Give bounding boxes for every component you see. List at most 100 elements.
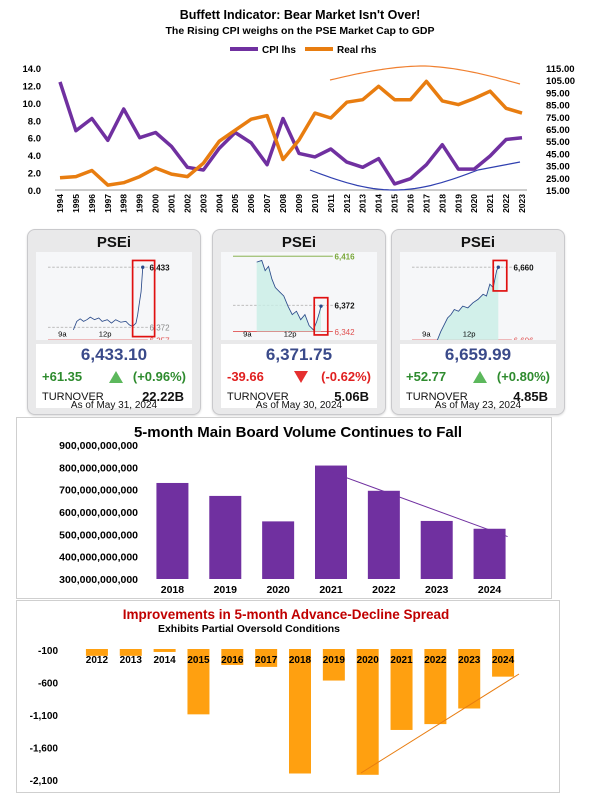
right-tick-label: 65.00 <box>546 125 570 136</box>
x-tick-label: 2018 <box>437 194 447 213</box>
x-tick-label: 2009 <box>294 194 304 213</box>
reference-label: 6,372 <box>150 324 171 333</box>
y-tick-label: 400,000,000,000 <box>59 552 138 564</box>
change-value: +61.35 <box>42 369 83 384</box>
x-tick-label: 2022 <box>501 194 511 213</box>
x-tick-label: 2015 <box>390 194 400 213</box>
y-tick-label: 900,000,000,000 <box>59 440 138 452</box>
adv-decline-bar-chart: Improvements in 5-month Advance-Decline … <box>30 607 520 787</box>
x-label-12p: 12p <box>284 330 297 339</box>
last-price-dot <box>496 265 500 269</box>
left-tick-label: 2.0 <box>28 169 41 180</box>
reference-label: 6,342 <box>335 328 356 337</box>
change-percent: (+0.80%) <box>496 369 550 384</box>
y-tick-label: -100 <box>38 646 58 657</box>
spread-bar <box>424 649 447 725</box>
reference-label: 6,606 <box>514 336 535 340</box>
volume-bar-chart: 5-month Main Board Volume Continues to F… <box>59 424 508 596</box>
right-tick-label: 15.00 <box>546 186 570 197</box>
x-label-9a: 9a <box>422 330 431 339</box>
turnover-label: TURNOVER <box>406 391 468 403</box>
left-tick-label: 8.0 <box>28 116 41 127</box>
spread-bar <box>119 649 142 656</box>
x-tick-label: 2012 <box>86 655 109 666</box>
left-tick-label: 4.0 <box>28 151 41 162</box>
volume-bar <box>420 520 453 579</box>
intraday-area <box>256 260 321 332</box>
x-tick-label: 2007 <box>262 194 272 213</box>
chart4-subtitle: Exhibits Partial Oversold Conditions <box>158 623 340 635</box>
x-tick-label: 2021 <box>319 584 343 596</box>
x-label-12p: 12p <box>99 330 112 339</box>
reference-label: 6,433 <box>150 264 171 273</box>
x-tick-label: 2010 <box>310 194 320 213</box>
turnover-label: TURNOVER <box>42 391 104 403</box>
y-tick-label: 300,000,000,000 <box>59 574 138 586</box>
spread-bar <box>221 649 244 665</box>
volume-bar <box>262 521 295 579</box>
x-tick-label: 2011 <box>326 194 336 213</box>
spread-bar <box>458 649 481 709</box>
x-tick-label: 2024 <box>492 655 515 666</box>
turnover-row: TURNOVER 5.06B <box>221 386 377 408</box>
right-tick-label: 115.00 <box>546 64 575 75</box>
turnover-row: TURNOVER 22.22B <box>36 386 192 408</box>
right-tick-label: 75.00 <box>546 113 570 124</box>
change-percent: (-0.62%) <box>321 369 371 384</box>
turnover-value: 5.06B <box>334 389 369 404</box>
y-tick-label: -600 <box>38 679 58 690</box>
card-title: PSEi <box>460 234 496 251</box>
legend-real-label: Real rhs <box>337 45 377 56</box>
x-tick-label: 1997 <box>103 194 113 213</box>
volume-bar <box>209 495 242 579</box>
chart1-title: Buffett Indicator: Bear Market Isn't Ove… <box>180 8 421 22</box>
chart1-legend: CPI lhs Real rhs <box>230 45 377 56</box>
reference-label: 6,416 <box>335 253 356 262</box>
up-arrow-icon <box>473 371 487 383</box>
intraday-chart: 6,416 6,372 6,342 9a 12p <box>221 252 377 340</box>
left-tick-label: 14.0 <box>23 64 42 75</box>
intraday-chart: 6,660 6,606 9a 12p <box>400 252 556 345</box>
x-tick-label: 2012 <box>342 194 352 213</box>
x-tick-label: 2008 <box>278 194 288 213</box>
reference-label: 6,372 <box>335 302 356 311</box>
x-tick-label: 1996 <box>87 194 97 213</box>
chart3-title: 5-month Main Board Volume Continues to F… <box>134 424 462 441</box>
x-tick-label: 2021 <box>390 655 413 666</box>
volume-bar <box>156 482 189 579</box>
buffett-indicator-chart: Buffett Indicator: Bear Market Isn't Ove… <box>23 8 576 213</box>
x-tick-label: 1995 <box>71 194 81 213</box>
spread-bar <box>187 649 210 715</box>
x-tick-label: 2022 <box>424 655 447 666</box>
x-tick-label: 2000 <box>151 194 161 213</box>
x-tick-label: 2017 <box>255 655 278 666</box>
x-tick-label: 2017 <box>421 194 431 213</box>
x-tick-label: 1998 <box>119 194 129 213</box>
spread-bar <box>153 649 176 652</box>
left-tick-label: 12.0 <box>23 81 42 92</box>
volume-bar <box>315 465 347 579</box>
intraday-line <box>72 267 144 331</box>
card-title: PSEi <box>281 234 317 251</box>
y-tick-label: -1,100 <box>30 711 59 722</box>
legend-cpi-label: CPI lhs <box>262 45 296 56</box>
x-tick-label: 2020 <box>469 194 479 213</box>
change-value: -39.66 <box>227 369 264 384</box>
x-tick-label: 2019 <box>323 655 346 666</box>
right-tick-label: 85.00 <box>546 101 570 112</box>
spread-bar <box>356 649 379 775</box>
turnover-row: TURNOVER 4.85B <box>400 386 556 408</box>
x-tick-label: 2014 <box>153 655 176 666</box>
y-tick-label: -2,100 <box>30 776 59 787</box>
chart4-title: Improvements in 5-month Advance-Decline … <box>123 607 450 622</box>
as-of-date: As of May 31, 2024 <box>70 400 158 411</box>
x-tick-label: 2014 <box>374 194 384 213</box>
x-tick-label: 2022 <box>372 584 396 596</box>
highlight-box <box>313 296 329 336</box>
cpi-line <box>58 81 523 186</box>
change-row: +52.77 (+0.80%) <box>400 366 556 388</box>
spread-bar <box>255 649 278 667</box>
psei-card-may30: PSEi 6,416 6,372 6,342 9a 12p 6,371.75 -39.66 (-… <box>212 229 386 415</box>
index-price: 6,371.75 <box>221 344 377 366</box>
spread-bar <box>289 649 311 774</box>
